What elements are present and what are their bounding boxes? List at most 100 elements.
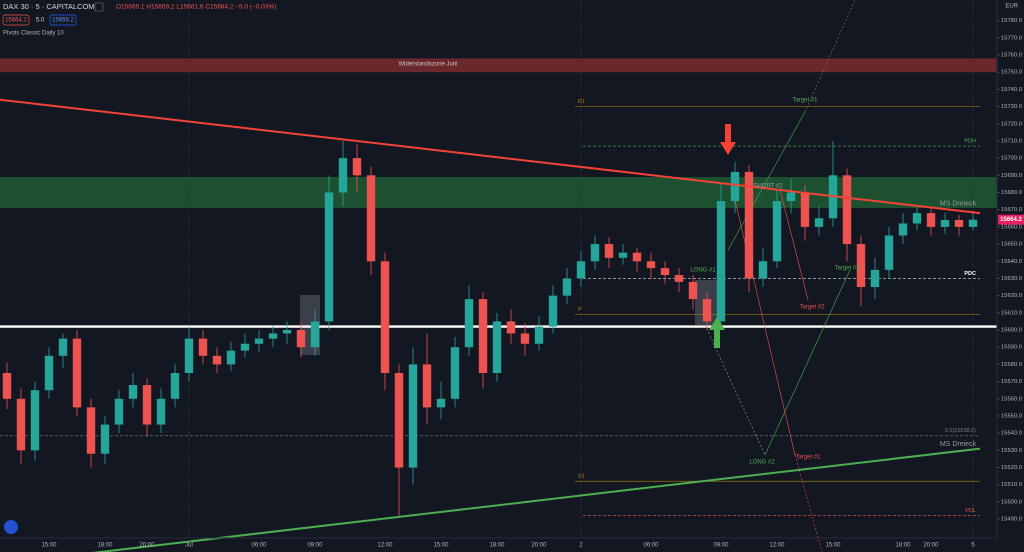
candle-body xyxy=(366,175,376,262)
y-tick-label: 15490.0 xyxy=(1001,517,1022,523)
y-tick-label: 15520.0 xyxy=(1001,465,1022,471)
candle-body xyxy=(30,390,40,451)
y-tick-label: 15730.0 xyxy=(1001,104,1022,110)
annotation: LONG #1 xyxy=(690,268,716,274)
y-tick-label: 15740.0 xyxy=(1001,87,1022,93)
candle-body xyxy=(562,278,572,296)
candle-body xyxy=(268,333,278,339)
y-tick-label: 15620.0 xyxy=(1001,293,1022,299)
y-tick-label: 15600.0 xyxy=(1001,328,1022,334)
level-label: P xyxy=(578,307,582,313)
indicator-label: Pivots Classic Daily 10 xyxy=(3,31,64,37)
y-tick-label: 15560.0 xyxy=(1001,396,1022,402)
projection-line xyxy=(779,189,809,301)
currency: EUR xyxy=(1005,4,1018,10)
level-label: 0.5(15538.5) xyxy=(945,428,976,434)
candle-body xyxy=(702,299,712,322)
x-tick-label: 09:00 xyxy=(307,543,323,549)
candle-body xyxy=(198,338,208,356)
long-arrow xyxy=(709,317,725,348)
candle-body xyxy=(870,269,880,288)
candle-body xyxy=(758,261,768,279)
candle-body xyxy=(548,295,558,327)
last-price-label: 15664.2 xyxy=(1000,217,1022,223)
candle-body xyxy=(716,201,726,322)
candle-body xyxy=(464,299,474,348)
candle-body xyxy=(352,158,362,176)
candle-body xyxy=(800,192,810,227)
annotation: Target #1 xyxy=(792,98,818,104)
ask: 15669.2 xyxy=(52,18,74,24)
header-icon xyxy=(94,2,104,12)
candle-body xyxy=(590,244,600,262)
annotation: Target #2 xyxy=(799,305,825,311)
y-tick-label: 15750.0 xyxy=(1001,70,1022,76)
y-tick-label: 15550.0 xyxy=(1001,413,1022,419)
projection-line xyxy=(804,0,856,113)
candle-body xyxy=(772,201,782,262)
candle-body xyxy=(730,171,740,202)
y-tick-label: 15580.0 xyxy=(1001,362,1022,368)
x-tick-label: 15:00 xyxy=(41,543,57,549)
candle-body xyxy=(170,372,180,399)
trendlines: MS Dreieck MS Dreieck xyxy=(0,98,981,552)
annotations: Target #1 SHORT #2 LONG #1 Target #2 Target … xyxy=(690,98,860,466)
candle-body xyxy=(856,244,866,288)
x-tick-label: 20:00 xyxy=(531,543,547,549)
projection-line xyxy=(727,111,806,251)
candle-body xyxy=(184,338,194,373)
candle-body xyxy=(72,338,82,408)
zone-label: Widerstandszone Juni xyxy=(398,61,457,67)
candle-body xyxy=(282,330,292,334)
x-tick-label: 15:00 xyxy=(825,543,841,549)
x-tick-label: 06:00 xyxy=(251,543,267,549)
candle-body xyxy=(16,398,26,451)
x-tick-label: 12:00 xyxy=(769,543,785,549)
candle-body xyxy=(296,330,306,348)
bid: 15664.2 xyxy=(5,18,27,24)
y-tick-label: 15610.0 xyxy=(1001,310,1022,316)
y-tick-label: 15630.0 xyxy=(1001,276,1022,282)
annotation: Target #1 xyxy=(795,455,821,461)
ask-box xyxy=(49,14,77,26)
candle-body xyxy=(660,268,670,276)
x-tick-label: 15:00 xyxy=(433,543,449,549)
projection-line xyxy=(794,454,823,552)
x-tick-label: Jul xyxy=(185,543,193,549)
candle-body xyxy=(926,213,936,227)
trendline xyxy=(0,98,981,215)
candle-body xyxy=(240,343,250,351)
candle-body xyxy=(2,372,12,399)
x-tick-label: 18:00 xyxy=(895,543,911,549)
candle-body xyxy=(450,347,460,399)
candle-body xyxy=(128,385,138,399)
y-tick-label: 15690.0 xyxy=(1001,173,1022,179)
logo[interactable] xyxy=(4,520,18,534)
y-tick-label: 15540.0 xyxy=(1001,431,1022,437)
y-tick-label: 15660.0 xyxy=(1001,224,1022,230)
trendline-label: MS Dreieck xyxy=(940,200,977,207)
candle-body xyxy=(254,338,264,344)
y-tick-label: 15720.0 xyxy=(1001,121,1022,127)
y-tick-label: 15670.0 xyxy=(1001,207,1022,213)
candle-body xyxy=(226,350,236,365)
candle-body xyxy=(646,261,656,269)
trendline-label: MS Dreieck xyxy=(940,441,977,448)
candle-body xyxy=(338,158,348,193)
y-tick-label: 15680.0 xyxy=(1001,190,1022,196)
candle-body xyxy=(380,261,390,373)
x-tick-label: 2 xyxy=(579,543,583,549)
x-tick-label: 20:00 xyxy=(923,543,939,549)
candle-body xyxy=(86,407,96,454)
candle-body xyxy=(632,252,642,262)
annotation: Target #2 xyxy=(834,266,860,272)
ohlc-legend: O15669.1 H15669.2 L15661.6 C15664.2 −5.0… xyxy=(116,4,276,11)
candle-body xyxy=(618,252,628,258)
y-tick-label: 15780.0 xyxy=(1001,18,1022,24)
spread: 5.0 xyxy=(36,18,45,24)
zone xyxy=(0,58,997,73)
x-tick-label: 12:00 xyxy=(377,543,393,549)
